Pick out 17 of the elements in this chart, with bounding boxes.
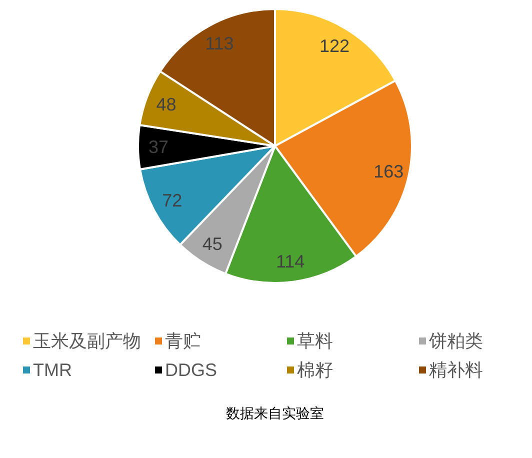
data-label: 114 <box>276 251 305 272</box>
legend-label: 精补料 <box>429 360 483 380</box>
data-label: 72 <box>162 190 182 211</box>
legend-label: TMR <box>33 360 72 380</box>
legend-label: 饼粕类 <box>428 331 483 351</box>
legend-label: 玉米及副产物 <box>33 331 141 351</box>
data-label: 113 <box>205 34 234 54</box>
data-label: 48 <box>156 94 176 114</box>
data-label: 37 <box>148 137 169 158</box>
data-label: 45 <box>202 234 222 254</box>
data-label: 122 <box>320 36 350 56</box>
legend-label: 草料 <box>297 331 333 351</box>
legend-label: 青贮 <box>165 331 201 351</box>
data-label: 163 <box>374 161 404 182</box>
legend-label: 棉籽 <box>297 360 333 380</box>
text: 数据来自实验室 <box>226 405 324 421</box>
legend-label: DDGS <box>165 360 218 380</box>
